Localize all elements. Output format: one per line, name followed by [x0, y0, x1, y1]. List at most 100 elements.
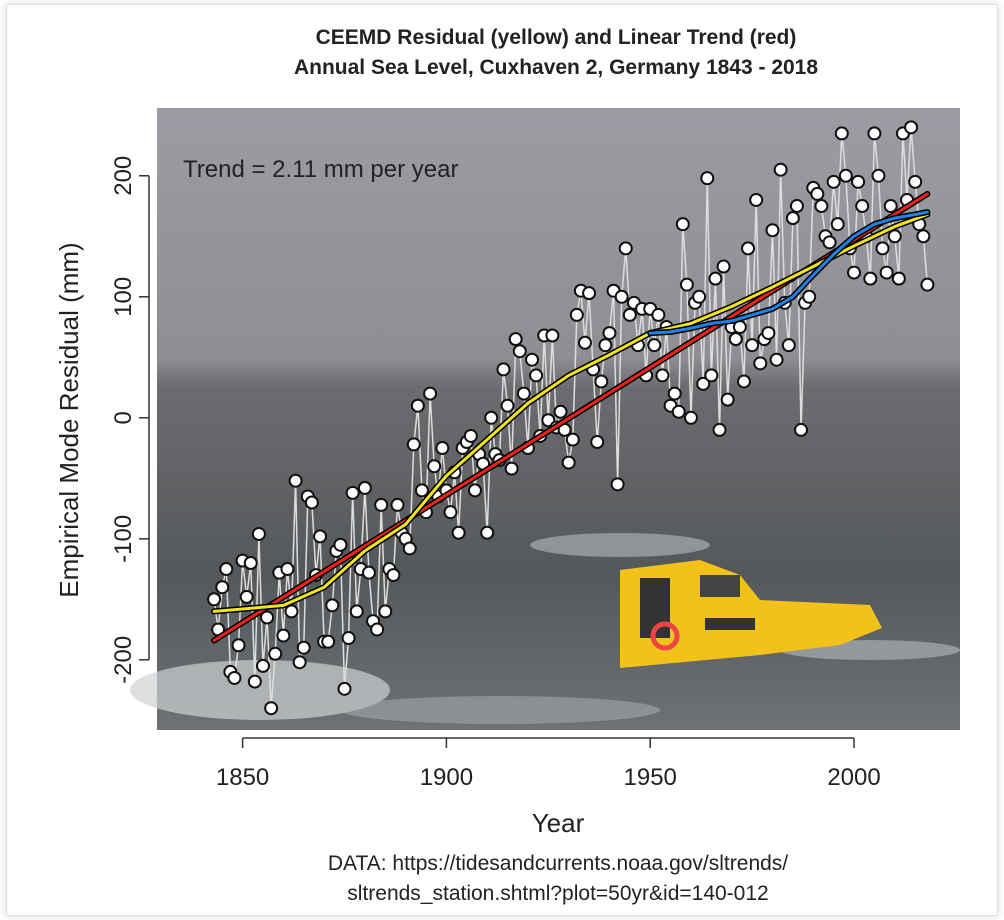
data-point [781, 338, 796, 353]
data-point [296, 640, 311, 655]
data-point [378, 604, 393, 619]
trend-line [212, 212, 929, 613]
data-point [696, 376, 711, 391]
data-point [370, 622, 385, 637]
data-point [264, 701, 279, 716]
data-point [610, 477, 625, 492]
data-point [313, 529, 328, 544]
x-tick-label: 2000 [827, 764, 880, 791]
data-point [247, 674, 262, 689]
data-point [602, 326, 617, 341]
data-point [504, 461, 519, 476]
data-point [773, 162, 788, 177]
data-point [443, 505, 458, 520]
y-tick-label: 0 [110, 411, 137, 424]
data-point [508, 332, 523, 347]
data-point [545, 328, 560, 343]
data-point [716, 259, 731, 274]
plot-area [207, 120, 935, 716]
data-point [847, 265, 862, 280]
data-point [280, 562, 295, 577]
data-point [883, 199, 898, 214]
data-point [337, 681, 352, 696]
data-point [802, 289, 817, 304]
x-axis-label: Year [532, 808, 585, 838]
data-point [304, 495, 319, 510]
data-point [333, 537, 348, 552]
data-point [830, 217, 845, 232]
data-point [826, 174, 841, 189]
data-point [887, 229, 902, 244]
source-line: sltrends_station.shtml?plot=50yr&id=140-… [347, 882, 768, 905]
data-point [712, 422, 727, 437]
data-point [838, 168, 853, 183]
chart-title: CEEMD Residual (yellow) and Linear Trend… [316, 26, 797, 49]
data-point [675, 217, 690, 232]
data-point [704, 368, 719, 383]
data-point [908, 174, 923, 189]
data-point [386, 568, 401, 583]
data-point [423, 386, 438, 401]
data-point [741, 241, 756, 256]
data-point [814, 199, 829, 214]
data-point [594, 374, 609, 389]
x-tick-label: 1850 [216, 764, 269, 791]
data-point [753, 356, 768, 371]
data-point [863, 271, 878, 286]
data-point [349, 604, 364, 619]
chart-subtitle: Annual Sea Level, Cuxhaven 2, Germany 18… [294, 56, 818, 79]
data-point [582, 286, 597, 301]
data-point [700, 171, 715, 186]
data-point [480, 525, 495, 540]
data-point [761, 326, 776, 341]
data-point [785, 211, 800, 226]
data-point [708, 271, 723, 286]
data-point [789, 199, 804, 214]
data-point [736, 374, 751, 389]
data-point [467, 483, 482, 498]
data-point [871, 168, 886, 183]
data-point [855, 199, 870, 214]
data-point [525, 352, 540, 367]
data-point [512, 344, 527, 359]
data-point [647, 338, 662, 353]
data-point [374, 497, 389, 512]
data-point [745, 338, 760, 353]
data-point [390, 497, 405, 512]
data-point [268, 646, 283, 661]
data-point [794, 422, 809, 437]
data-point [749, 192, 764, 207]
data-point [414, 483, 429, 498]
x-tick-label: 1900 [420, 764, 473, 791]
data-point [215, 580, 230, 595]
y-tick-label: 100 [110, 277, 137, 317]
data-point [891, 271, 906, 286]
data-point [427, 459, 442, 474]
data-point [769, 352, 784, 367]
data-point [451, 525, 466, 540]
data-point [561, 455, 576, 470]
data-point [728, 332, 743, 347]
data-point [321, 634, 336, 649]
data-point [496, 362, 511, 377]
data-point [671, 404, 686, 419]
data-point [255, 658, 270, 673]
data-point [231, 638, 246, 653]
data-point [406, 437, 421, 452]
data-point [590, 434, 605, 449]
data-point [500, 398, 515, 413]
data-point [683, 410, 698, 425]
data-point [622, 307, 637, 322]
data-point [435, 441, 450, 456]
data-point [207, 592, 222, 607]
data-point [569, 307, 584, 322]
data-point [867, 126, 882, 141]
data-point [516, 386, 531, 401]
data-point [284, 604, 299, 619]
y-tick-label: -200 [110, 636, 137, 684]
data-point [410, 398, 425, 413]
data-point [810, 186, 825, 201]
data-point [720, 392, 735, 407]
x-tick-label: 1950 [624, 764, 677, 791]
data-point [692, 289, 707, 304]
